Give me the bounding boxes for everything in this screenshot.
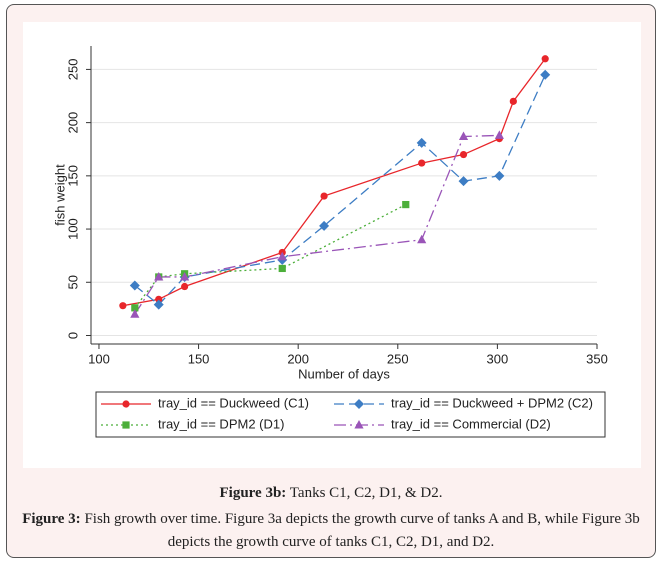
marker — [119, 302, 127, 310]
marker — [417, 234, 427, 244]
chart: 0 50 100 150 200 250 100 150 200 250 300 350 Number … — [52, 46, 608, 438]
y-tick-label: 50 — [65, 275, 80, 289]
x-tick-label: 250 — [387, 351, 409, 366]
y-tick-label: 250 — [65, 59, 80, 81]
marker — [320, 192, 328, 200]
marker — [278, 264, 286, 273]
marker — [541, 55, 549, 63]
marker — [402, 200, 410, 209]
y-tick-label: 200 — [65, 112, 80, 134]
marker — [181, 282, 189, 291]
y-tick-label: 150 — [65, 165, 80, 187]
marker — [129, 280, 140, 291]
marker — [494, 170, 505, 181]
marker — [180, 271, 190, 281]
series-line — [122, 58, 546, 307]
x-tick-label: 150 — [188, 351, 210, 366]
series-line — [134, 74, 546, 306]
marker — [130, 309, 140, 318]
caption-text: Fish growth over time. Figure 3a depicts… — [84, 511, 640, 550]
legend-marker — [122, 421, 130, 429]
marker — [459, 150, 468, 159]
chart-panel: 0 50 100 150 200 250 100 150 200 250 300 350 Number … — [23, 22, 641, 468]
legend-marker — [354, 420, 364, 429]
caption-label: Figure 3: — [22, 511, 81, 527]
x-tick-label: 350 — [586, 351, 608, 366]
marker — [277, 251, 287, 261]
caption-label: Figure 3b: — [219, 485, 287, 501]
figure-caption: Figure 3: Fish growth over time. Figure … — [17, 508, 645, 554]
x-axis-title: Number of days — [298, 366, 390, 381]
x-tick-label: 300 — [487, 351, 509, 366]
marker — [494, 130, 504, 139]
figure-frame: 0 50 100 150 200 250 100 150 200 250 300 350 Number … — [6, 4, 656, 558]
legend-marker — [122, 400, 130, 408]
legend-label: tray_id == Duckweed + DPM2 (C2) — [391, 395, 593, 410]
y-tick-label: 100 — [65, 218, 80, 240]
marker — [154, 271, 164, 281]
marker — [319, 220, 330, 231]
x-tick-label: 200 — [287, 351, 309, 366]
marker — [458, 176, 469, 187]
legend-box — [95, 391, 606, 438]
marker — [540, 69, 551, 80]
x-tick-label: 100 — [88, 351, 110, 366]
marker — [509, 97, 517, 105]
marker — [416, 137, 427, 148]
series-line — [134, 134, 500, 315]
legend-marker — [354, 399, 364, 409]
y-axis-title: fish weight — [52, 164, 67, 226]
marker — [418, 159, 426, 167]
caption-text: Tanks C1, C2, D1, & D2. — [289, 485, 443, 501]
legend-label: tray_id == Commercial (D2) — [391, 416, 551, 431]
legend-label: tray_id == Duckweed (C1) — [158, 395, 309, 410]
marker — [155, 295, 163, 303]
legend-label: tray_id == DPM2 (D1) — [158, 416, 284, 431]
marker — [131, 304, 139, 312]
marker — [458, 131, 469, 140]
subfigure-caption: Figure 3b: Tanks C1, C2, D1, & D2. — [17, 482, 645, 505]
marker — [153, 299, 164, 310]
y-tick-label: 0 — [65, 332, 80, 339]
